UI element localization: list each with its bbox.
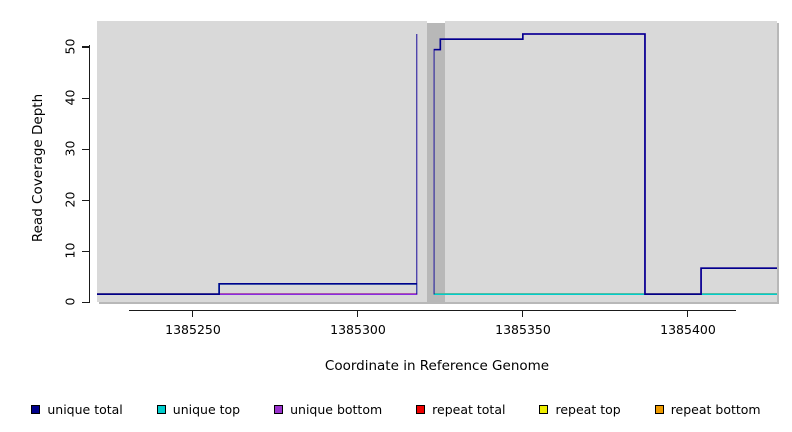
series-line-unique-bottom	[97, 34, 418, 295]
x-tick-label-1385300: 1385300	[330, 322, 386, 337]
y-tick-0	[82, 301, 89, 304]
legend-swatch-icon	[156, 404, 166, 414]
legend-label: repeat bottom	[670, 401, 761, 417]
y-tick-50	[82, 46, 89, 48]
legend-item-repeat-bottom[interactable]: repeat bottom	[654, 401, 761, 417]
x-tick-1385350	[522, 310, 524, 317]
x-tick-label-1385350: 1385350	[495, 322, 551, 337]
panel-band-right	[445, 21, 777, 302]
y-tick-label-30: 30	[62, 140, 78, 157]
legend-item-unique-total[interactable]: unique total	[31, 401, 123, 417]
x-tick-1385400	[687, 310, 689, 317]
legend-label: unique total	[47, 401, 123, 417]
legend-item-unique-bottom[interactable]: unique bottom	[274, 402, 382, 417]
y-axis-title: Read Coverage Depth	[30, 93, 46, 243]
panel-band-left	[97, 21, 427, 302]
y-tick-30	[82, 148, 89, 150]
x-tick-1385250	[192, 310, 194, 317]
x-axis-line	[129, 310, 736, 312]
legend-label: unique top	[172, 401, 241, 417]
y-axis-line	[89, 44, 91, 303]
legend-label: repeat total	[432, 401, 506, 417]
plot-panel	[97, 21, 777, 302]
plot-lines	[97, 33, 777, 295]
series-line-unique-total	[433, 33, 777, 295]
legend-swatch-icon	[31, 404, 41, 414]
y-tick-label-20: 20	[62, 191, 78, 208]
y-tick-40	[82, 97, 89, 99]
x-tick-label-1385400: 1385400	[660, 322, 716, 337]
legend-swatch-icon	[416, 404, 426, 414]
series-line-unique-bottom	[433, 33, 777, 295]
legend-item-repeat-top[interactable]: repeat top	[539, 401, 621, 417]
y-tick-label-0: 0	[62, 297, 78, 306]
legend-label: unique bottom	[290, 401, 383, 417]
y-tick-label-50: 50	[62, 38, 78, 55]
y-tick-label-40: 40	[62, 89, 78, 106]
legend-item-unique-top[interactable]: unique top	[156, 401, 241, 417]
x-tick-label-1385250: 1385250	[165, 322, 221, 337]
x-tick-1385300	[357, 310, 359, 317]
series-line-unique-total	[97, 34, 418, 295]
x-axis-title: Coordinate in Reference Genome	[324, 358, 550, 374]
legend-swatch-icon	[539, 404, 549, 414]
legend-swatch-icon	[274, 404, 284, 414]
series-line-unique-top	[433, 283, 777, 295]
legend-label: repeat top	[555, 401, 621, 417]
series-line-unique-top	[97, 282, 418, 295]
y-tick-label-10: 10	[62, 242, 78, 259]
legend-swatch-icon	[654, 404, 664, 414]
y-tick-20	[82, 199, 89, 201]
chart-legend: unique total unique top unique bottom re…	[0, 398, 792, 420]
y-tick-10	[82, 250, 89, 253]
legend-item-repeat-total[interactable]: repeat total	[416, 402, 505, 417]
